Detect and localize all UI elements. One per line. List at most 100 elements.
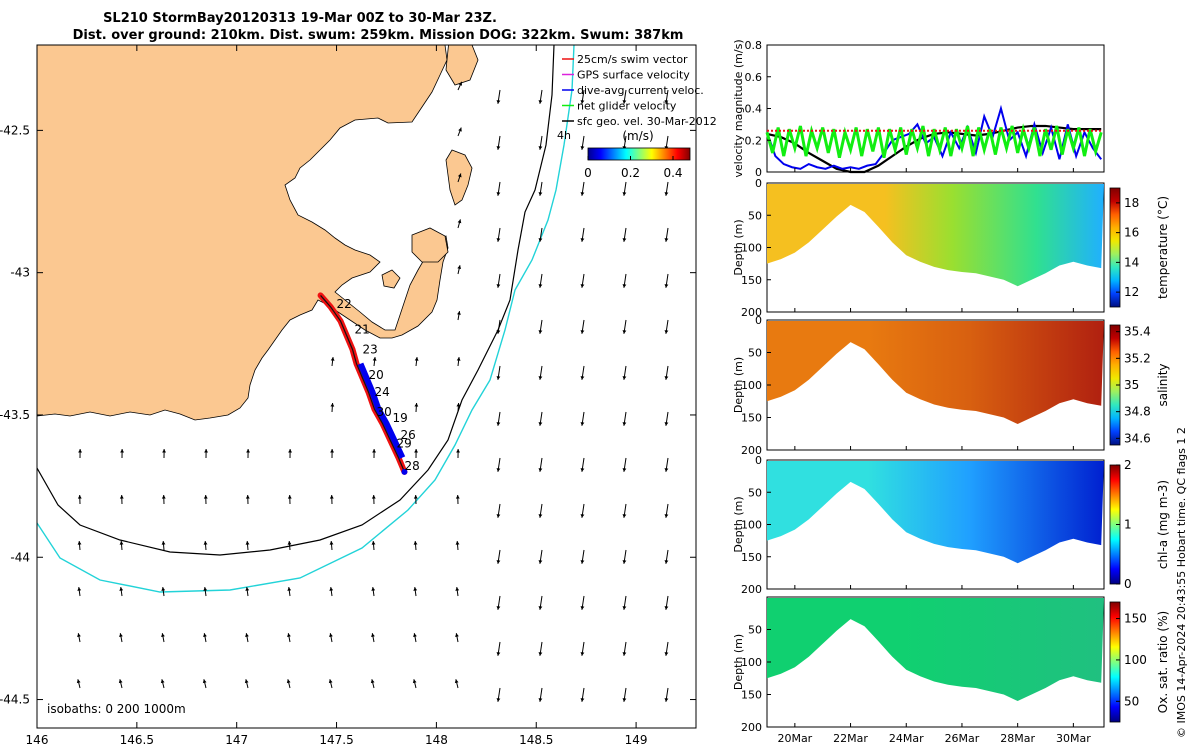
velocity-arrow-head [77, 633, 81, 637]
map-xtick-label: 146 [26, 733, 49, 747]
velocity-arrow-head [119, 633, 123, 637]
velocity-arrow-head [329, 633, 333, 637]
velocity-arrow-head [161, 633, 165, 637]
velocity-arrow-head [414, 403, 419, 407]
velocity-arrow-head [371, 541, 376, 545]
velocity-arrow-head [413, 587, 418, 591]
temperature-section: 0 50 100 150 200 Depth (m) 12 14 16 18 temperature… [732, 177, 1170, 319]
oxygen-section-xtick-label: 28Mar [1000, 732, 1035, 745]
chla-section-ytick-label: 0 [755, 454, 762, 467]
velocity-arrow-head [664, 238, 669, 242]
velocity-series-1 [766, 104, 1103, 170]
day-label: 19 [392, 411, 407, 425]
map-ytick-label: -43.5 [0, 408, 30, 422]
chla-section-ytick-label: 100 [741, 519, 762, 532]
velocity-arrow-head [538, 652, 543, 656]
velocity-arrow-head [580, 468, 585, 472]
velocity-arrow-head [496, 468, 501, 472]
velocity-arrow-head [622, 376, 627, 380]
velocity-arrow-head [580, 284, 585, 288]
temperature-section-ylabel: Depth (m) [732, 219, 745, 275]
velocity-arrow-head [538, 238, 543, 242]
chla-section-ytick-label: 150 [741, 551, 762, 564]
velocity-arrow-head [622, 330, 627, 334]
velocity-arrow-head [622, 468, 627, 472]
velocity-arrow-head [538, 100, 543, 104]
velocity-arrow-head [457, 219, 462, 224]
day-label: 23 [363, 343, 378, 357]
velocity-arrow-head [246, 449, 250, 453]
temperature-section-ytick-label: 200 [741, 306, 762, 319]
velocity-arrow-head [457, 173, 462, 178]
oxygen-section-colorbar-label: 100 [1124, 653, 1147, 667]
velocity-arrow-head [664, 376, 669, 380]
velocity-arrow-head [414, 357, 419, 361]
velocity-arrow-head [370, 679, 375, 684]
velocity-arrow-head [455, 587, 460, 591]
velocity-arrow-head [203, 541, 208, 545]
temperature-section-colorbar-title: temperature (°C) [1156, 196, 1170, 299]
velocity-ytick-label: 0.2 [745, 134, 763, 147]
velocity-ytick-label: 0 [755, 166, 762, 179]
velocity-arrow-head [622, 560, 627, 564]
velocity-arrow-head [454, 679, 459, 684]
island [411, 227, 449, 263]
map-ytick-label: -43 [10, 266, 30, 280]
velocity-ylabel: velocity magnitude (m/s) [732, 39, 745, 177]
velocity-arrow-head [245, 541, 250, 545]
salinity-section-colorbar-label: 35 [1124, 378, 1139, 392]
velocity-arrow-head [580, 652, 585, 656]
credit-text: © IMOS 14-Apr-2024 20:43:55 Hobart time.… [1175, 427, 1188, 738]
velocity-series-2 [765, 123, 1103, 159]
velocity-arrow-head [120, 449, 124, 453]
map-ytick-label: -44 [10, 550, 30, 564]
oxygen-section-xtick-label: 20Mar [777, 732, 812, 745]
velocity-arrow-head [161, 495, 166, 499]
velocity-arrow-head [119, 541, 124, 545]
oxygen-section-ytick-label: 100 [741, 656, 762, 669]
velocity-arrow-head [538, 698, 543, 702]
velocity-ytick-label: 0.4 [745, 103, 763, 116]
velocity-arrow-head [414, 449, 418, 453]
oxygen-section-colorbar-label: 50 [1124, 694, 1139, 708]
velocity-arrow-head [288, 449, 292, 453]
legend-entry: GPS surface velocity [577, 69, 690, 82]
oxygen-section-ytick-label: 50 [748, 624, 762, 637]
legend-colorbar-label: 0 [584, 166, 592, 180]
velocity-arrow-head [202, 679, 207, 684]
chla-section-colorbar-title: chl-a (mg m-3) [1156, 480, 1170, 569]
velocity-arrow-head [412, 679, 417, 684]
velocity-arrow-head [162, 449, 166, 453]
oxygen-section-ytick-label: 200 [741, 721, 762, 734]
velocity-arrow-head [77, 495, 82, 499]
velocity-arrow-head [456, 403, 461, 407]
island [445, 45, 479, 86]
velocity-arrow-head [330, 357, 335, 361]
glider-track [317, 292, 408, 475]
legend-time-label: 4h [557, 129, 571, 142]
velocity-arrow-head [457, 265, 462, 270]
velocity-arrow-head [622, 422, 627, 426]
temperature-section-colorbar-label: 18 [1124, 196, 1139, 210]
velocity-arrow-head [622, 698, 627, 702]
velocity-arrow-head [372, 449, 376, 453]
velocity-arrow-head [622, 606, 627, 610]
velocity-arrow-head [580, 376, 585, 380]
map-ytick-label: -42.5 [0, 123, 30, 137]
temperature-section-ytick-label: 50 [748, 209, 762, 222]
velocity-arrow-head [664, 330, 669, 334]
velocity-arrow-head [622, 192, 627, 196]
velocity-arrow-head [329, 541, 334, 545]
velocity-arrow-head [538, 422, 543, 426]
velocity-arrow-head [580, 330, 585, 334]
salinity-section-ytick-label: 200 [741, 444, 762, 457]
velocity-arrow-head [77, 587, 82, 591]
velocity-arrow-head [580, 422, 585, 426]
velocity-arrow-head [496, 514, 501, 518]
velocity-arrow-head [538, 468, 543, 472]
velocity-arrow-head [286, 679, 291, 684]
